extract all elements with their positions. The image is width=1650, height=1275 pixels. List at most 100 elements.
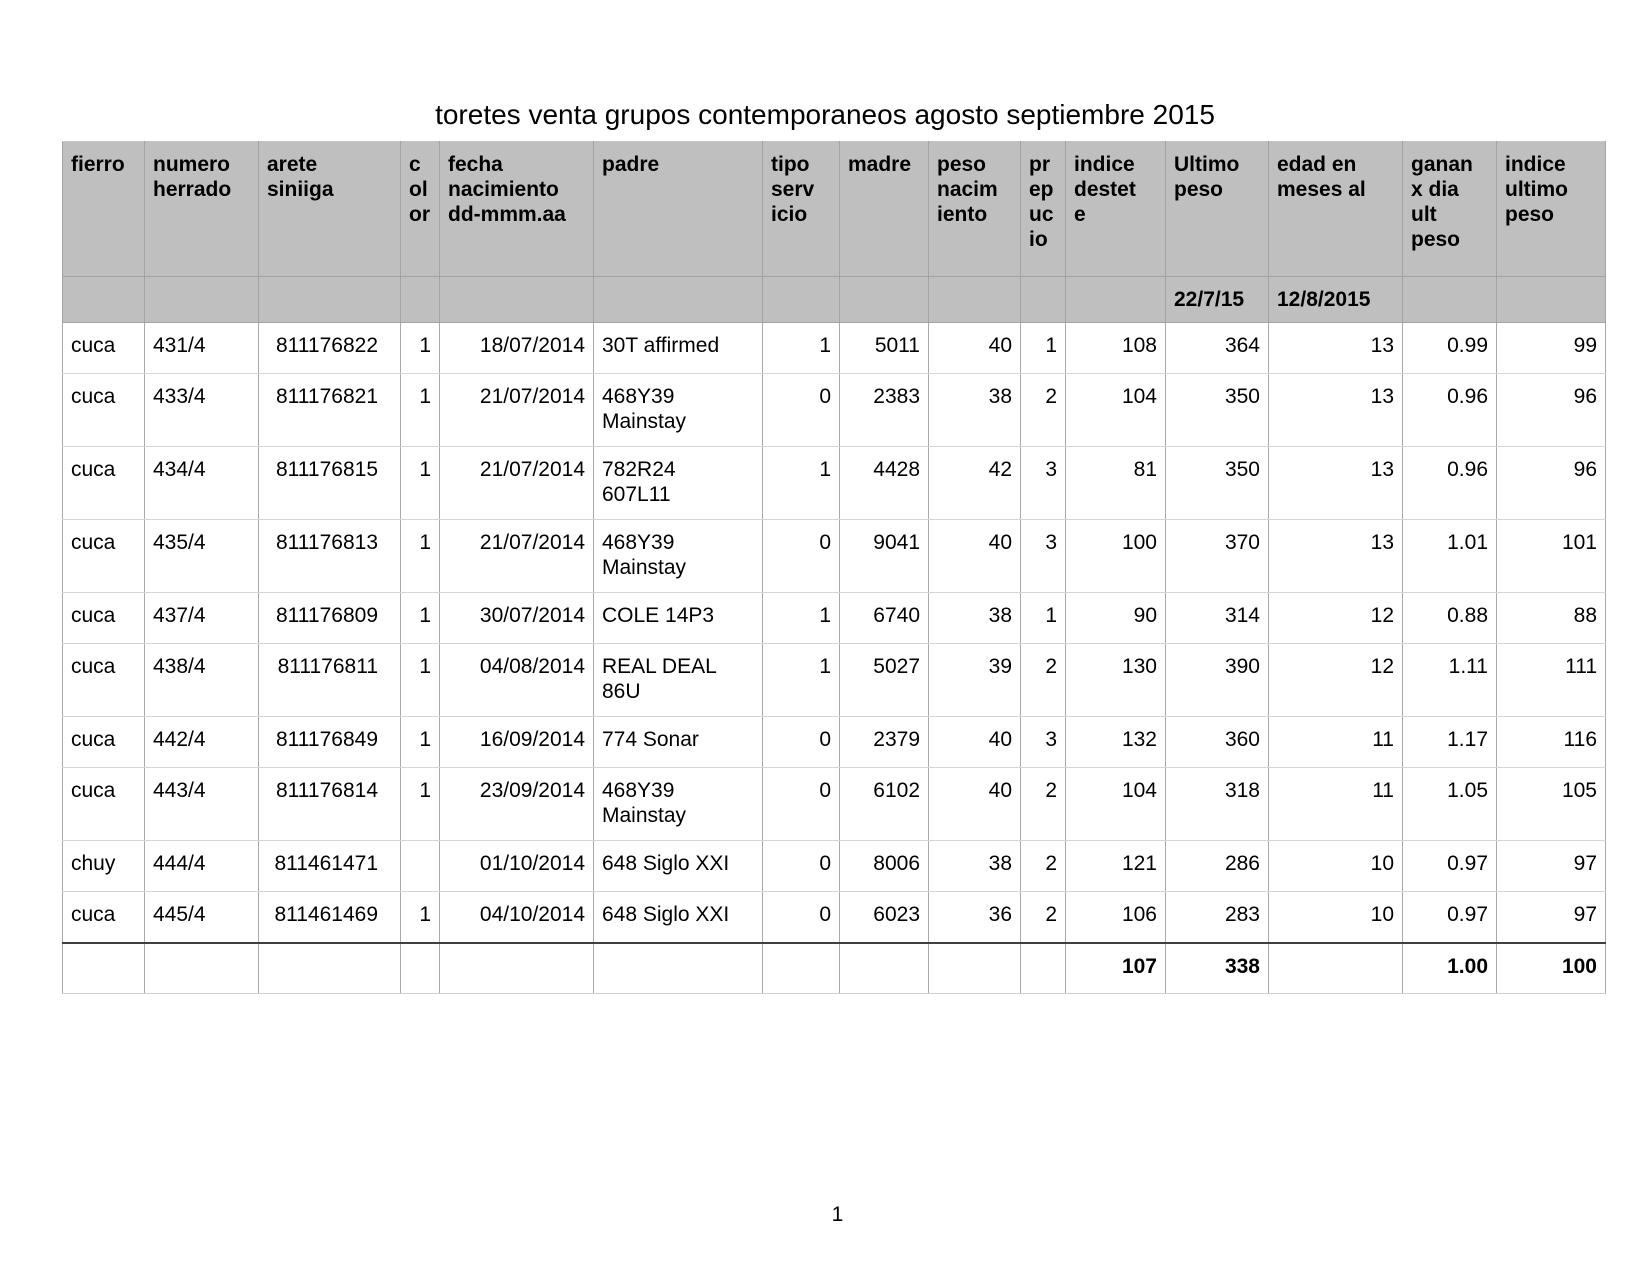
cell-ganancia-dia: 0.97 <box>1402 840 1497 892</box>
cell-fierro: cuca <box>62 643 145 717</box>
subheader-row: 22/7/15 12/8/2015 <box>62 276 1606 323</box>
cell-peso-nacimiento: 40 <box>928 519 1021 593</box>
cell-tipo-servicio: 0 <box>762 519 840 593</box>
cell-indice-ultimo: 97 <box>1496 840 1606 892</box>
cell-padre: COLE 14P3 <box>593 592 763 644</box>
cell-padre: REAL DEAL 86U <box>593 643 763 717</box>
subheader-cell-ganancia-dia <box>1402 276 1497 323</box>
cell-fierro: cuca <box>62 767 145 841</box>
cell-fecha-nacimiento: 18/07/2014 <box>439 322 594 374</box>
cell-ganancia-dia: 1.05 <box>1402 767 1497 841</box>
cell-arete-siniiga: 811461469 <box>258 891 401 943</box>
cell-prepucio: 1 <box>1020 322 1066 374</box>
subheader-cell-indice-ultimo <box>1496 276 1606 323</box>
subheader-cell-indice-destete <box>1065 276 1166 323</box>
cell-ganancia-dia: 0.96 <box>1402 446 1497 520</box>
header-cell-padre: padre <box>593 141 763 277</box>
cell-peso-nacimiento: 40 <box>928 322 1021 374</box>
cell-ganancia-dia: 0.97 <box>1402 891 1497 943</box>
header-cell-arete-siniiga: arete siniiga <box>258 141 401 277</box>
cell-ultimo-peso: 314 <box>1165 592 1269 644</box>
cell-ganancia-dia: 0.96 <box>1402 373 1497 447</box>
cell-color: 1 <box>400 643 440 717</box>
subheader-cell-fierro <box>62 276 145 323</box>
cell-arete-siniiga: 811176809 <box>258 592 401 644</box>
table-row: cuca 438/4 811176811 1 04/08/2014 REAL DEAL 8… <box>62 643 1606 717</box>
cell-padre: 782R24 607L11 <box>593 446 763 520</box>
cell-arete-siniiga: 811176821 <box>258 373 401 447</box>
cell-tipo-servicio: 0 <box>762 891 840 943</box>
subheader-cell-peso-nacimiento <box>928 276 1021 323</box>
subheader-cell-color <box>400 276 440 323</box>
cell-tipo-servicio: 1 <box>762 592 840 644</box>
cell-prepucio: 2 <box>1020 643 1066 717</box>
cell-fecha-nacimiento: 01/10/2014 <box>439 840 594 892</box>
cell-arete-siniiga: 811176813 <box>258 519 401 593</box>
header-cell-madre: madre <box>839 141 929 277</box>
table-row: cuca 437/4 811176809 1 30/07/2014 COLE 14P3 1 6… <box>62 592 1606 644</box>
cell-ultimo-peso: 364 <box>1165 322 1269 374</box>
cell-indice-destete: 81 <box>1065 446 1166 520</box>
cell-indice-ultimo: 96 <box>1496 446 1606 520</box>
cell-indice-ultimo: 105 <box>1496 767 1606 841</box>
cell-color: 1 <box>400 322 440 374</box>
header-cell-indice-ultimo: indice ultimo peso <box>1496 141 1606 277</box>
cell-numero-herrado: 434/4 <box>144 446 259 520</box>
cell-peso-nacimiento: 42 <box>928 446 1021 520</box>
cell-fecha-nacimiento: 21/07/2014 <box>439 373 594 447</box>
cell-numero-herrado: 437/4 <box>144 592 259 644</box>
cell-padre: 30T affirmed <box>593 322 763 374</box>
cell-fierro: cuca <box>62 592 145 644</box>
cell-fierro: cuca <box>62 373 145 447</box>
cell-fecha-nacimiento: 04/10/2014 <box>439 891 594 943</box>
subheader-cell-fecha-nacimiento <box>439 276 594 323</box>
cell-peso-nacimiento: 40 <box>928 767 1021 841</box>
cell-color: 1 <box>400 373 440 447</box>
header-cell-indice-destete: indice destet e <box>1065 141 1166 277</box>
total-cell-tipo-servicio <box>762 941 840 994</box>
cell-edad-meses: 11 <box>1268 716 1403 768</box>
cell-padre: 774 Sonar <box>593 716 763 768</box>
cell-madre: 6023 <box>839 891 929 943</box>
total-cell-fecha-nacimiento <box>439 941 594 994</box>
cell-ultimo-peso: 350 <box>1165 373 1269 447</box>
cell-fecha-nacimiento: 23/09/2014 <box>439 767 594 841</box>
cell-color <box>400 840 440 892</box>
total-cell-ganancia-dia: 1.00 <box>1402 941 1497 994</box>
cell-edad-meses: 10 <box>1268 840 1403 892</box>
cell-madre: 5027 <box>839 643 929 717</box>
cell-ganancia-dia: 1.17 <box>1402 716 1497 768</box>
cell-indice-destete: 132 <box>1065 716 1166 768</box>
total-cell-ultimo-peso: 338 <box>1165 941 1269 994</box>
header-cell-fecha-nacimiento: fecha nacimiento dd-mmm.aa <box>439 141 594 277</box>
subheader-cell-arete-siniiga <box>258 276 401 323</box>
cell-indice-ultimo: 111 <box>1496 643 1606 717</box>
cell-indice-destete: 121 <box>1065 840 1166 892</box>
total-cell-indice-ultimo: 100 <box>1496 941 1606 994</box>
table-row: cuca 435/4 811176813 1 21/07/2014 468Y39 Main… <box>62 519 1606 593</box>
subheader-cell-tipo-servicio <box>762 276 840 323</box>
cell-padre: 468Y39 Mainstay <box>593 519 763 593</box>
header-cell-prepucio: pr ep uc io <box>1020 141 1066 277</box>
cell-madre: 4428 <box>839 446 929 520</box>
cell-fierro: cuca <box>62 519 145 593</box>
cell-tipo-servicio: 0 <box>762 840 840 892</box>
cell-indice-ultimo: 97 <box>1496 891 1606 943</box>
cell-peso-nacimiento: 38 <box>928 373 1021 447</box>
cell-edad-meses: 13 <box>1268 322 1403 374</box>
cell-color: 1 <box>400 716 440 768</box>
cell-fierro: chuy <box>62 840 145 892</box>
subheader-cell-prepucio <box>1020 276 1066 323</box>
cell-edad-meses: 12 <box>1268 592 1403 644</box>
cell-color: 1 <box>400 767 440 841</box>
cell-arete-siniiga: 811461471 <box>258 840 401 892</box>
cell-peso-nacimiento: 40 <box>928 716 1021 768</box>
cell-padre: 468Y39 Mainstay <box>593 373 763 447</box>
table-row: cuca 431/4 811176822 1 18/07/2014 30T affirme… <box>62 322 1606 374</box>
cell-prepucio: 2 <box>1020 767 1066 841</box>
cell-ganancia-dia: 0.88 <box>1402 592 1497 644</box>
total-cell-peso-nacimiento <box>928 941 1021 994</box>
cell-tipo-servicio: 1 <box>762 643 840 717</box>
cell-numero-herrado: 442/4 <box>144 716 259 768</box>
